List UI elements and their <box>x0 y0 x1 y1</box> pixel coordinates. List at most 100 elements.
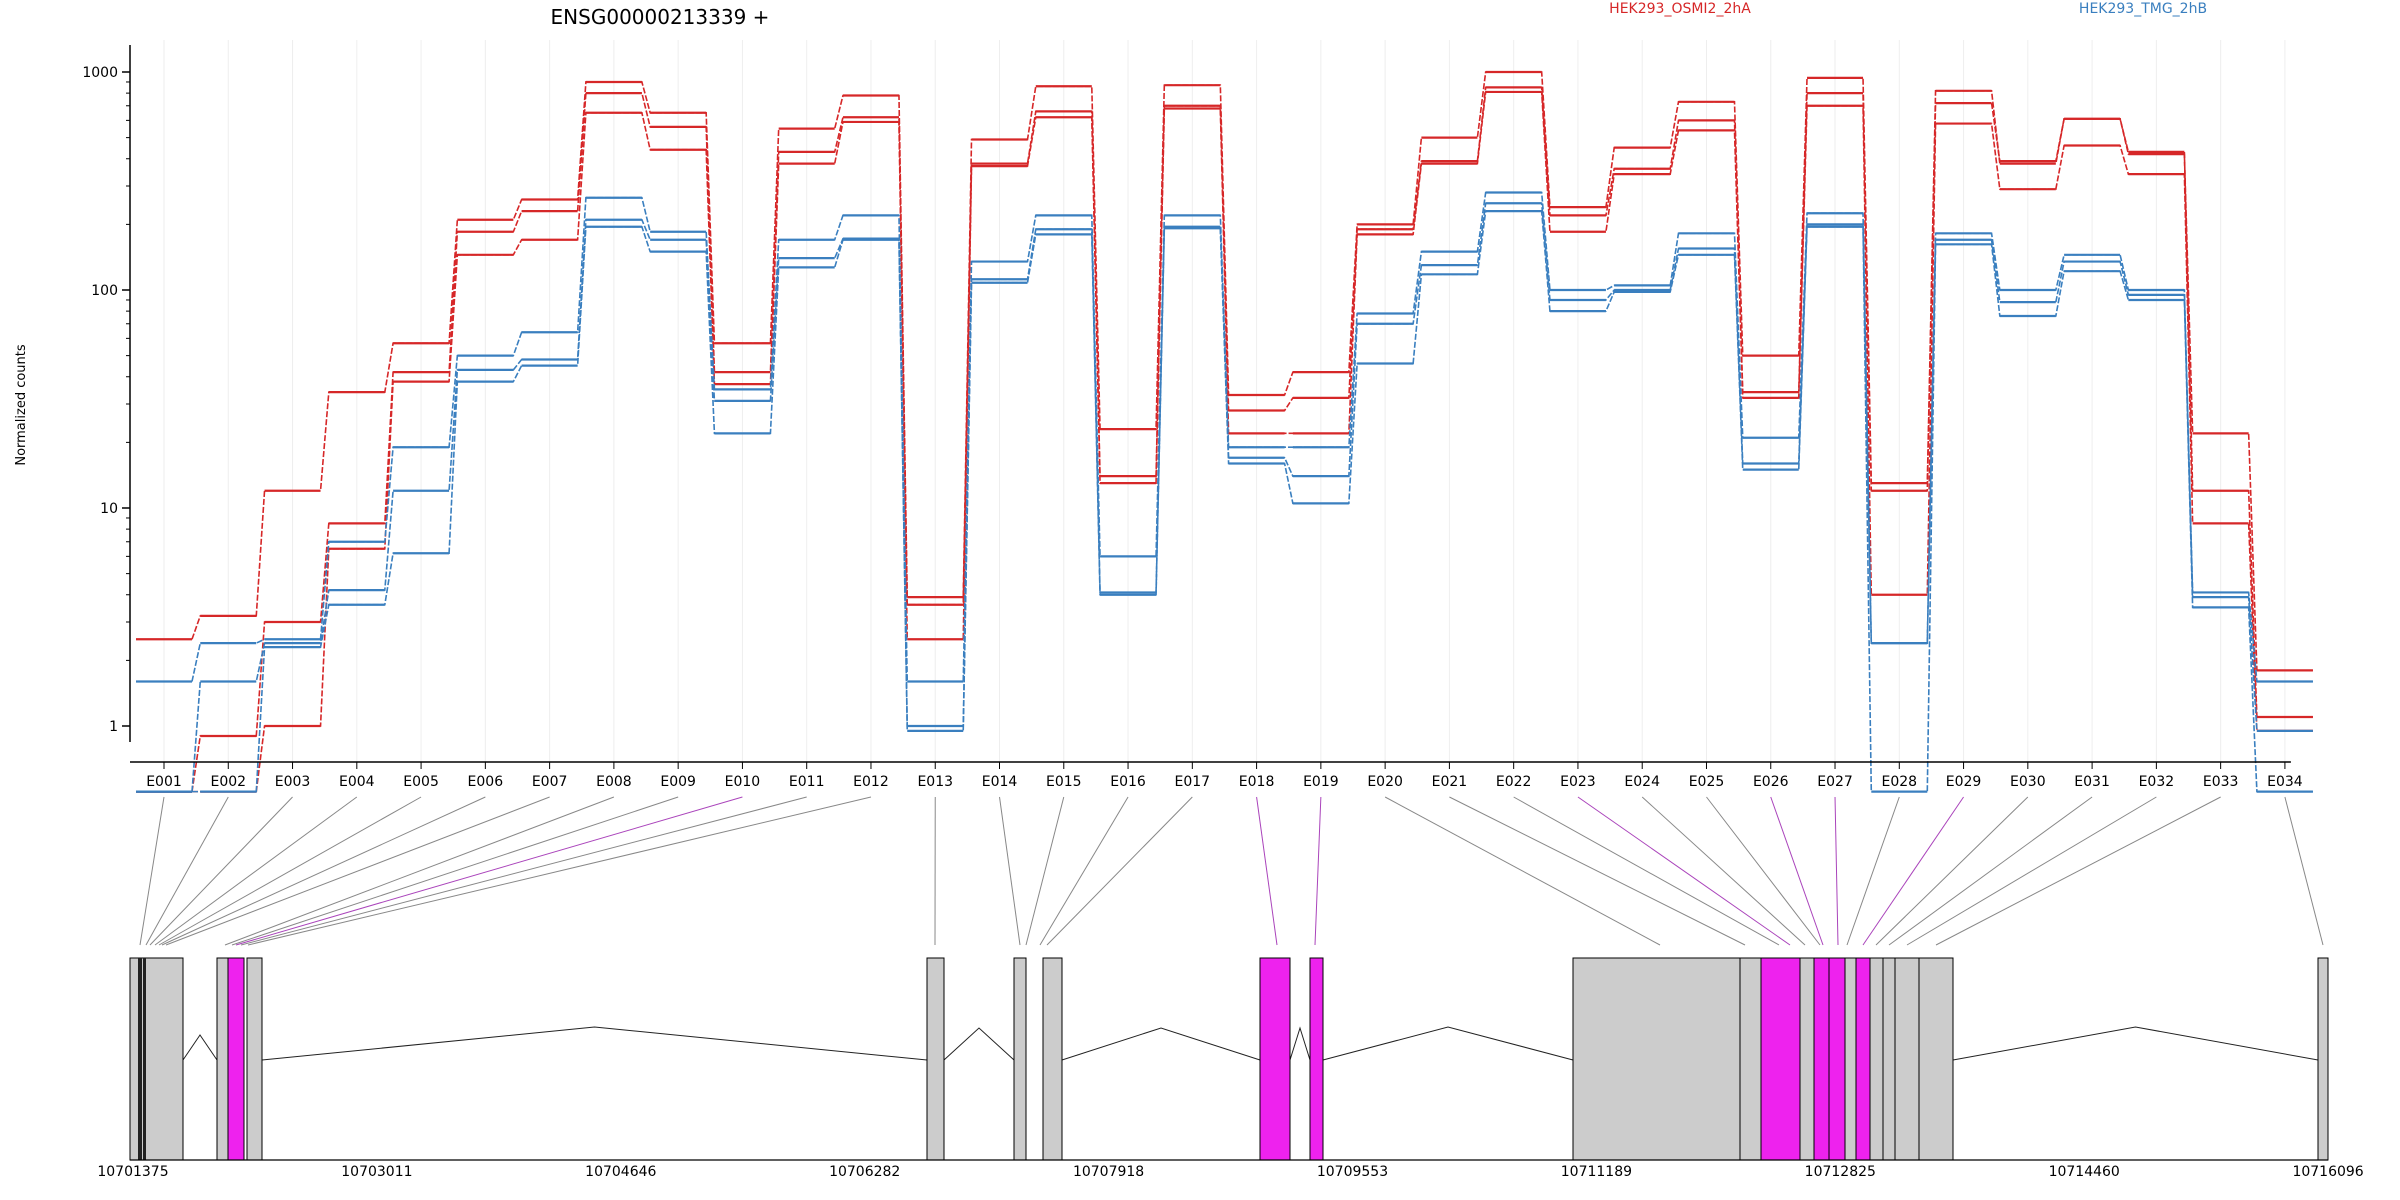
series-line-6 <box>136 210 2313 793</box>
x-tick-label: E030 <box>2010 774 2046 790</box>
x-tick-label: E015 <box>1046 774 1082 790</box>
exon-connector <box>1706 796 1821 946</box>
coordinate-tick-label: 10714460 <box>2049 1164 2120 1180</box>
exon-connector <box>1384 796 1661 946</box>
coordinate-tick-label: 10711189 <box>1561 1164 1632 1180</box>
coordinate-tick-label: 10704646 <box>585 1164 656 1180</box>
exon-connector <box>1039 796 1129 946</box>
x-tick-label: E016 <box>1110 774 1146 790</box>
exon-subfeature <box>143 958 146 1160</box>
exon-connector <box>1862 796 1964 946</box>
x-tick-label: E021 <box>1432 774 1468 790</box>
exon-connector <box>154 796 358 946</box>
intron-line <box>1322 1026 1574 1061</box>
exon-connector <box>240 796 807 946</box>
exon-connector <box>1770 796 1824 946</box>
y-tick-label: 10 <box>100 501 118 517</box>
x-tick-label: E007 <box>532 774 568 790</box>
x-tick-label: E014 <box>982 774 1018 790</box>
exon-box-highlighted <box>1828 957 1846 1161</box>
x-tick-label: E013 <box>917 774 953 790</box>
exon-box <box>926 957 945 1161</box>
series-line-1 <box>136 71 2313 672</box>
exon-box <box>1799 957 1815 1161</box>
series-line-5 <box>136 202 2313 793</box>
exon-connector <box>1641 796 1806 946</box>
x-tick-label: E006 <box>468 774 504 790</box>
exon-box-highlighted <box>1259 957 1291 1161</box>
exon-connector <box>224 796 615 946</box>
series-line-3 <box>136 91 2313 793</box>
x-tick-label: E003 <box>275 774 311 790</box>
x-tick-label: E025 <box>1689 774 1725 790</box>
exon-box <box>1918 957 1954 1161</box>
coordinate-tick-label: 10701375 <box>97 1164 168 1180</box>
x-tick-label: E005 <box>403 774 439 790</box>
coordinate-tick-label: 10712825 <box>1805 1164 1876 1180</box>
x-tick-label: E012 <box>853 774 889 790</box>
exon-box-highlighted <box>1309 957 1324 1161</box>
exon-connector <box>1314 796 1322 946</box>
exon-connector <box>1046 796 1193 946</box>
exon-box <box>1882 957 1896 1161</box>
x-tick-label: E027 <box>1817 774 1853 790</box>
y-tick-label: 1000 <box>82 65 118 81</box>
x-tick-label: E026 <box>1753 774 1789 790</box>
exon-box-highlighted <box>1855 957 1871 1161</box>
x-tick-label: E032 <box>2139 774 2175 790</box>
exon-box-highlighted <box>1760 957 1801 1161</box>
series-lines <box>136 70 2313 793</box>
exon-connector <box>1025 796 1065 946</box>
x-tick-label: E008 <box>596 774 632 790</box>
exon-box-highlighted <box>1813 957 1830 1161</box>
exon-connector <box>247 796 872 946</box>
chart-title: ENSG00000213339 + <box>551 5 770 29</box>
y-tick-label: 1 <box>109 719 118 735</box>
exon-connector <box>145 796 229 946</box>
x-tick-label: E018 <box>1239 774 1275 790</box>
x-tick-label: E001 <box>146 774 182 790</box>
exon-box <box>1894 957 1920 1161</box>
exon-box <box>1572 957 1741 1161</box>
exon-box <box>1013 957 1027 1161</box>
x-tick-label: E011 <box>789 774 825 790</box>
exon-subfeature <box>138 958 142 1160</box>
exon-connector <box>235 796 743 946</box>
exon-connector <box>1834 796 1839 946</box>
x-tick-label: E034 <box>2267 774 2303 790</box>
x-tick-label: E004 <box>339 774 375 790</box>
x-tick-label: E022 <box>1496 774 1532 790</box>
exon-box <box>1844 957 1857 1161</box>
x-tick-label: E028 <box>1882 774 1918 790</box>
y-tick-label: 100 <box>91 283 118 299</box>
exon-connector <box>165 796 550 946</box>
exon-connector <box>231 796 679 946</box>
coordinate-tick-label: 10709553 <box>1317 1164 1388 1180</box>
exon-box <box>129 957 184 1161</box>
exon-connector <box>158 796 422 946</box>
intron-line <box>1061 1027 1261 1061</box>
x-tick-label: E019 <box>1303 774 1339 790</box>
intron-line <box>1952 1026 2319 1061</box>
x-tick-label: E020 <box>1367 774 1403 790</box>
x-tick-label: E023 <box>1560 774 1596 790</box>
coordinate-tick-label: 10716096 <box>2292 1164 2363 1180</box>
x-tick-label: E031 <box>2074 774 2110 790</box>
exon-connector <box>999 796 1021 946</box>
exon-box <box>1042 957 1063 1161</box>
vertical-gridlines <box>163 40 2286 762</box>
coordinate-tick-label: 10703011 <box>341 1164 412 1180</box>
x-tick-label: E009 <box>660 774 696 790</box>
exon-box-highlighted <box>227 957 245 1161</box>
x-tick-label: E033 <box>2203 774 2239 790</box>
exon-connector <box>1513 796 1780 946</box>
axes: 1 10 100 1000 E001 E002 E003 E004 E005 E006 E007 E0… <box>82 45 2303 790</box>
x-tick-label: E010 <box>725 774 761 790</box>
intron-line <box>1289 1026 1311 1061</box>
exon-box <box>1739 957 1762 1161</box>
x-tick-label: E024 <box>1624 774 1660 790</box>
exon-connector <box>1577 796 1791 946</box>
exon-connector-lines <box>139 796 2324 946</box>
exon-connector <box>1449 796 1746 946</box>
